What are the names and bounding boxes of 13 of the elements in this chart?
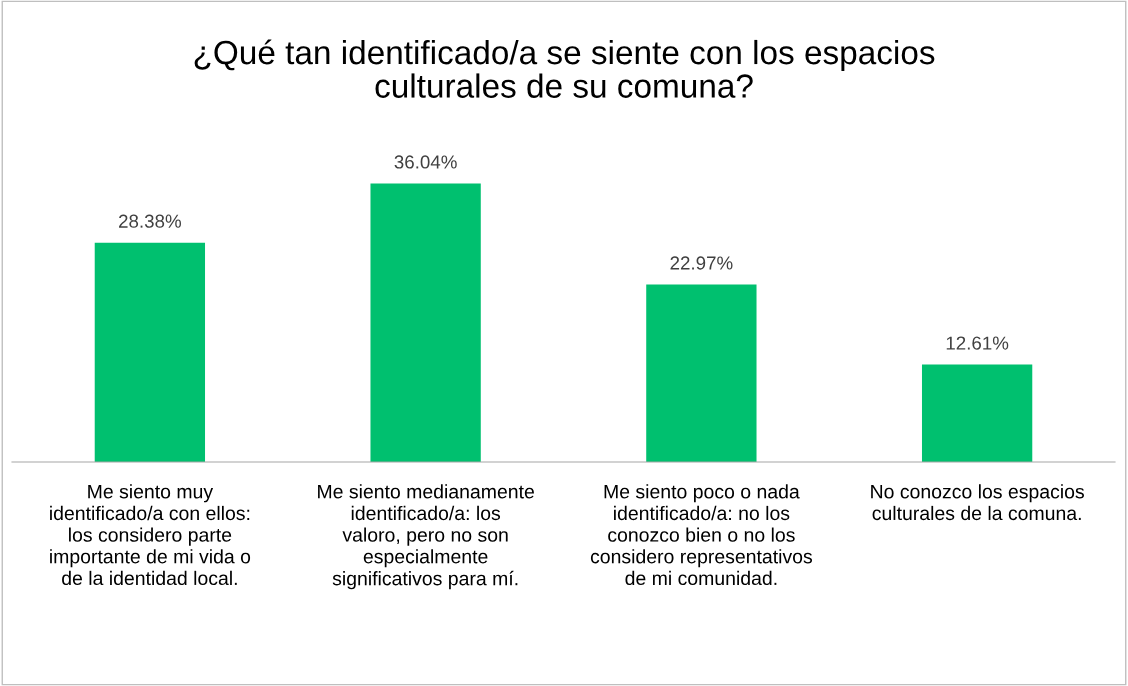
data-label: 22.97%: [670, 256, 733, 270]
data-label: 12.61%: [946, 336, 1009, 350]
x-tick-label: No conozco los espacios culturales de la comuna.: [871, 484, 1084, 521]
chart-title: ¿Qué tan identificado/a se siente con los espacios culturales de su comuna?: [194, 39, 935, 98]
x-tick-label: Me siento muy identificado/a con ellos: los considero parte importante de mi vida o de la identidad local.: [50, 484, 251, 586]
bar: [370, 183, 481, 462]
x-tick-label: Me siento poco o nada identificado/a: no los conozco bien o no los considero representativos de mi comunidad.: [590, 484, 813, 586]
bar: [94, 242, 206, 462]
x-tick-label: Me siento medianamente identificado/a: los valoro, pero no son especialmente significativos para mí.: [318, 484, 534, 590]
bar: [646, 284, 757, 462]
data-label: 28.38%: [119, 214, 182, 228]
data-label: 36.04%: [394, 155, 457, 169]
bar: [921, 364, 1033, 462]
